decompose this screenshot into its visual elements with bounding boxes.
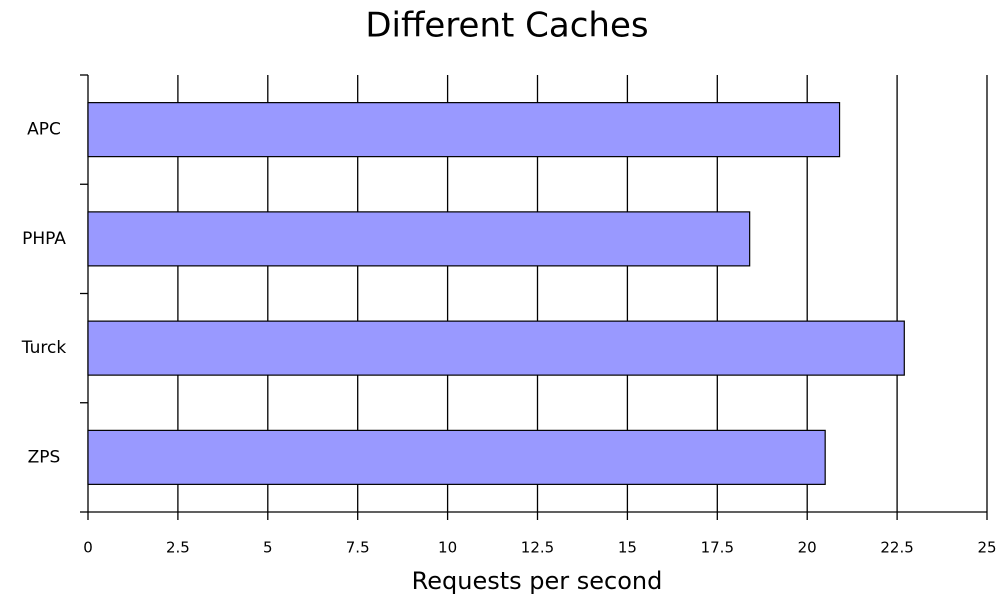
bar xyxy=(87,102,841,158)
y-tick-label: ZPS xyxy=(28,447,61,467)
x-tick-label: 5 xyxy=(263,539,273,557)
x-tick-label: 2.5 xyxy=(166,539,190,557)
bar xyxy=(87,320,905,376)
x-tick-label: 15 xyxy=(618,539,637,557)
x-tick-label: 25 xyxy=(977,539,996,557)
bar xyxy=(87,429,826,485)
y-tick-label: Turck xyxy=(21,338,67,358)
x-tick-label: 12.5 xyxy=(521,539,554,557)
x-tick-label: 22.5 xyxy=(880,539,913,557)
chart-title: Different Caches xyxy=(365,6,648,46)
y-tick-label: APC xyxy=(27,120,61,140)
bar xyxy=(87,211,751,267)
x-tick-label: 0 xyxy=(83,539,93,557)
x-tick-label: 7.5 xyxy=(346,539,370,557)
x-axis-label: Requests per second xyxy=(412,567,663,595)
x-tick-label: 20 xyxy=(798,539,817,557)
x-tick-label: 10 xyxy=(438,539,457,557)
y-tick-label: PHPA xyxy=(22,229,66,249)
x-tick-label: 17.5 xyxy=(701,539,734,557)
